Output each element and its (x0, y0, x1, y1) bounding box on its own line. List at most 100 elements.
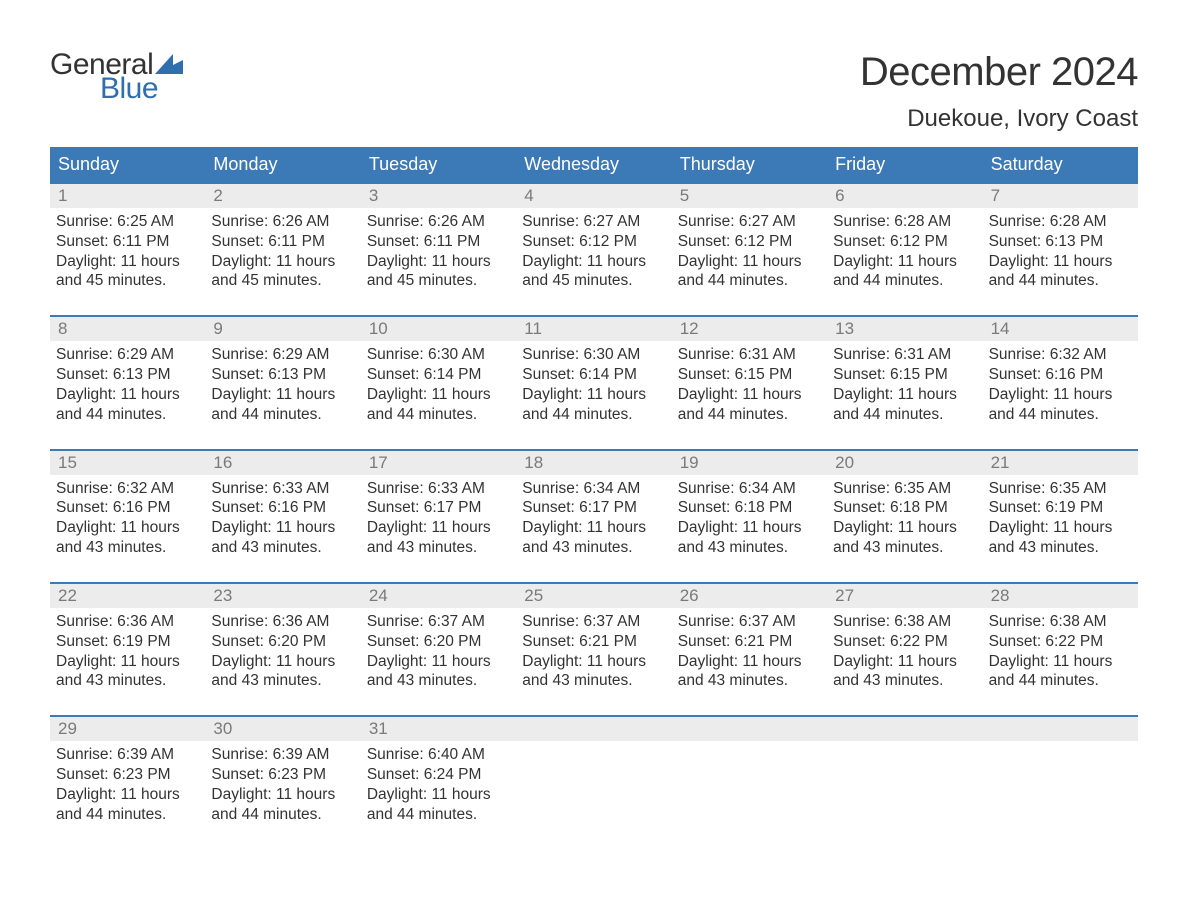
daylight-line-2: and 44 minutes. (56, 805, 199, 825)
day-details: Sunrise: 6:39 AMSunset: 6:23 PMDaylight:… (56, 741, 199, 824)
daylight-line-1: Daylight: 11 hours (522, 252, 665, 272)
daylight-line-1: Daylight: 11 hours (211, 252, 354, 272)
daylight-line-2: and 43 minutes. (989, 538, 1132, 558)
sunset-line: Sunset: 6:19 PM (989, 498, 1132, 518)
daylight-line-1: Daylight: 11 hours (678, 385, 821, 405)
daylight-line-1: Daylight: 11 hours (522, 518, 665, 538)
sunset-line: Sunset: 6:20 PM (367, 632, 510, 652)
sunset-line: Sunset: 6:16 PM (56, 498, 199, 518)
calendar-day: 1Sunrise: 6:25 AMSunset: 6:11 PMDaylight… (50, 184, 205, 297)
sunset-line: Sunset: 6:13 PM (56, 365, 199, 385)
day-details: Sunrise: 6:40 AMSunset: 6:24 PMDaylight:… (367, 741, 510, 824)
calendar-day: 5Sunrise: 6:27 AMSunset: 6:12 PMDaylight… (672, 184, 827, 297)
day-number: 19 (672, 451, 827, 475)
sunset-line: Sunset: 6:12 PM (833, 232, 976, 252)
day-details: Sunrise: 6:29 AMSunset: 6:13 PMDaylight:… (56, 341, 199, 424)
day-number-empty (672, 717, 827, 741)
day-details: Sunrise: 6:34 AMSunset: 6:18 PMDaylight:… (678, 475, 821, 558)
day-details: Sunrise: 6:32 AMSunset: 6:16 PMDaylight:… (56, 475, 199, 558)
day-number: 3 (361, 184, 516, 208)
calendar-week: 8Sunrise: 6:29 AMSunset: 6:13 PMDaylight… (50, 315, 1138, 430)
calendar-body: 1Sunrise: 6:25 AMSunset: 6:11 PMDaylight… (50, 182, 1138, 831)
daylight-line-2: and 43 minutes. (833, 538, 976, 558)
daylight-line-2: and 43 minutes. (678, 538, 821, 558)
sunset-line: Sunset: 6:23 PM (211, 765, 354, 785)
sunset-line: Sunset: 6:12 PM (678, 232, 821, 252)
calendar-day: 9Sunrise: 6:29 AMSunset: 6:13 PMDaylight… (205, 317, 360, 430)
calendar-week: 1Sunrise: 6:25 AMSunset: 6:11 PMDaylight… (50, 182, 1138, 297)
daylight-line-2: and 43 minutes. (211, 538, 354, 558)
daylight-line-1: Daylight: 11 hours (56, 518, 199, 538)
day-details: Sunrise: 6:38 AMSunset: 6:22 PMDaylight:… (989, 608, 1132, 691)
sunrise-line: Sunrise: 6:26 AM (211, 212, 354, 232)
day-details: Sunrise: 6:26 AMSunset: 6:11 PMDaylight:… (211, 208, 354, 291)
daylight-line-2: and 43 minutes. (522, 671, 665, 691)
daylight-line-1: Daylight: 11 hours (367, 652, 510, 672)
sunset-line: Sunset: 6:13 PM (211, 365, 354, 385)
daylight-line-1: Daylight: 11 hours (522, 652, 665, 672)
col-monday: Monday (205, 147, 360, 182)
day-number: 9 (205, 317, 360, 341)
day-details: Sunrise: 6:36 AMSunset: 6:20 PMDaylight:… (211, 608, 354, 691)
day-details: Sunrise: 6:27 AMSunset: 6:12 PMDaylight:… (678, 208, 821, 291)
day-number-empty (983, 717, 1138, 741)
daylight-line-2: and 45 minutes. (522, 271, 665, 291)
sunrise-line: Sunrise: 6:33 AM (367, 479, 510, 499)
day-details: Sunrise: 6:37 AMSunset: 6:21 PMDaylight:… (678, 608, 821, 691)
calendar-day (516, 717, 671, 830)
calendar-day: 10Sunrise: 6:30 AMSunset: 6:14 PMDayligh… (361, 317, 516, 430)
sunset-line: Sunset: 6:16 PM (211, 498, 354, 518)
col-wednesday: Wednesday (516, 147, 671, 182)
daylight-line-2: and 44 minutes. (56, 405, 199, 425)
calendar-day: 14Sunrise: 6:32 AMSunset: 6:16 PMDayligh… (983, 317, 1138, 430)
col-sunday: Sunday (50, 147, 205, 182)
sunrise-line: Sunrise: 6:31 AM (678, 345, 821, 365)
sunrise-line: Sunrise: 6:30 AM (367, 345, 510, 365)
title-block: December 2024 Duekoue, Ivory Coast (860, 50, 1138, 133)
day-number: 26 (672, 584, 827, 608)
sunrise-line: Sunrise: 6:37 AM (522, 612, 665, 632)
daylight-line-2: and 43 minutes. (211, 671, 354, 691)
calendar-day: 27Sunrise: 6:38 AMSunset: 6:22 PMDayligh… (827, 584, 982, 697)
day-details: Sunrise: 6:36 AMSunset: 6:19 PMDaylight:… (56, 608, 199, 691)
day-details: Sunrise: 6:33 AMSunset: 6:16 PMDaylight:… (211, 475, 354, 558)
calendar-week: 29Sunrise: 6:39 AMSunset: 6:23 PMDayligh… (50, 715, 1138, 830)
day-number: 5 (672, 184, 827, 208)
day-number: 7 (983, 184, 1138, 208)
day-details: Sunrise: 6:39 AMSunset: 6:23 PMDaylight:… (211, 741, 354, 824)
calendar-day: 24Sunrise: 6:37 AMSunset: 6:20 PMDayligh… (361, 584, 516, 697)
daylight-line-2: and 44 minutes. (211, 805, 354, 825)
daylight-line-2: and 44 minutes. (833, 271, 976, 291)
daylight-line-1: Daylight: 11 hours (56, 252, 199, 272)
calendar-day: 23Sunrise: 6:36 AMSunset: 6:20 PMDayligh… (205, 584, 360, 697)
daylight-line-1: Daylight: 11 hours (211, 385, 354, 405)
sunset-line: Sunset: 6:15 PM (678, 365, 821, 385)
calendar-day (672, 717, 827, 830)
calendar-day: 21Sunrise: 6:35 AMSunset: 6:19 PMDayligh… (983, 451, 1138, 564)
daylight-line-2: and 44 minutes. (989, 671, 1132, 691)
daylight-line-2: and 45 minutes. (367, 271, 510, 291)
sunrise-line: Sunrise: 6:37 AM (367, 612, 510, 632)
day-details: Sunrise: 6:27 AMSunset: 6:12 PMDaylight:… (522, 208, 665, 291)
sunset-line: Sunset: 6:11 PM (211, 232, 354, 252)
sunrise-line: Sunrise: 6:36 AM (56, 612, 199, 632)
sunrise-line: Sunrise: 6:35 AM (833, 479, 976, 499)
sunrise-line: Sunrise: 6:25 AM (56, 212, 199, 232)
col-friday: Friday (827, 147, 982, 182)
col-tuesday: Tuesday (361, 147, 516, 182)
daylight-line-1: Daylight: 11 hours (367, 785, 510, 805)
day-details: Sunrise: 6:30 AMSunset: 6:14 PMDaylight:… (522, 341, 665, 424)
sunrise-line: Sunrise: 6:38 AM (833, 612, 976, 632)
sunrise-line: Sunrise: 6:34 AM (678, 479, 821, 499)
daylight-line-1: Daylight: 11 hours (833, 385, 976, 405)
sunrise-line: Sunrise: 6:29 AM (56, 345, 199, 365)
daylight-line-2: and 44 minutes. (989, 405, 1132, 425)
sunrise-line: Sunrise: 6:40 AM (367, 745, 510, 765)
calendar-day: 12Sunrise: 6:31 AMSunset: 6:15 PMDayligh… (672, 317, 827, 430)
sunrise-line: Sunrise: 6:37 AM (678, 612, 821, 632)
daylight-line-1: Daylight: 11 hours (211, 785, 354, 805)
day-details: Sunrise: 6:35 AMSunset: 6:18 PMDaylight:… (833, 475, 976, 558)
sunrise-line: Sunrise: 6:34 AM (522, 479, 665, 499)
daylight-line-1: Daylight: 11 hours (211, 652, 354, 672)
sunset-line: Sunset: 6:14 PM (522, 365, 665, 385)
